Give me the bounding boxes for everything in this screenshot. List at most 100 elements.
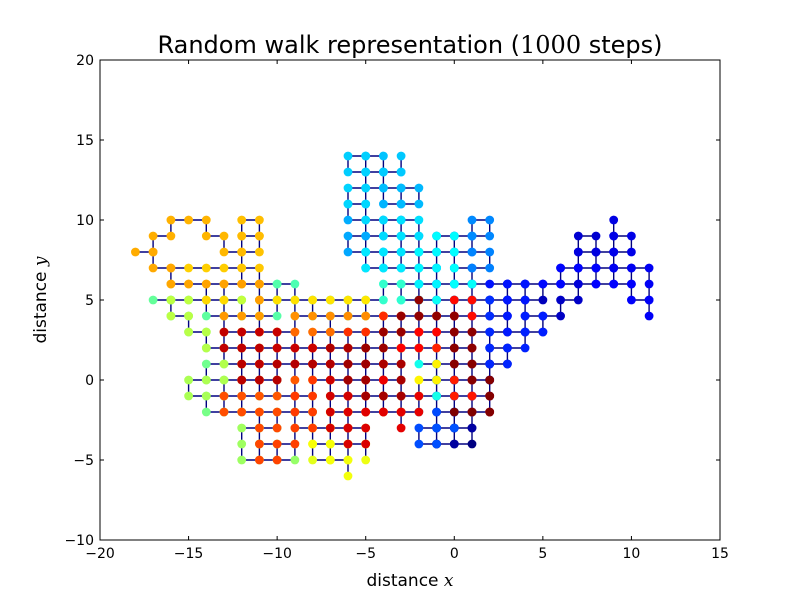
walk-point: [414, 439, 424, 449]
walk-point: [503, 359, 512, 369]
x-tick-label: −5: [355, 546, 376, 562]
walk-point: [272, 311, 282, 321]
walk-point: [379, 375, 388, 385]
walk-point: [272, 375, 282, 385]
walk-point: [432, 231, 441, 241]
walk-point: [627, 295, 636, 305]
walk-point: [219, 247, 229, 257]
walk-point: [325, 295, 335, 305]
walk-point: [219, 375, 229, 385]
walk-point: [449, 327, 459, 337]
x-tick-label: −15: [174, 546, 204, 562]
walk-point: [361, 199, 371, 209]
walk-point: [361, 167, 371, 177]
walk-point: [485, 247, 495, 257]
walk-point: [272, 391, 282, 401]
walk-point: [556, 263, 565, 273]
y-tick-label: 5: [85, 293, 94, 309]
x-axis-label-var: x: [444, 571, 454, 591]
walk-point: [396, 423, 406, 433]
walk-point: [308, 407, 317, 417]
walk-point: [396, 247, 406, 257]
walk-point: [255, 391, 264, 401]
walk-point: [467, 423, 477, 433]
walk-point: [556, 295, 565, 305]
walk-point: [237, 439, 247, 449]
walk-point: [449, 247, 459, 257]
walk-point: [272, 279, 282, 289]
walk-point: [503, 327, 512, 337]
walk-point: [272, 439, 282, 449]
walk-point: [379, 247, 388, 257]
walk-point: [432, 375, 441, 385]
walk-point: [449, 279, 459, 289]
walk-point: [255, 263, 264, 273]
walk-point: [361, 311, 371, 321]
walk-point: [644, 279, 654, 289]
walk-point: [325, 439, 335, 449]
walk-point: [184, 215, 194, 225]
walk-point: [573, 279, 583, 289]
walk-point: [166, 295, 176, 305]
walk-point: [485, 375, 495, 385]
walk-point: [644, 263, 654, 273]
walk-point: [219, 231, 229, 241]
walk-point: [343, 471, 353, 481]
walk-point: [414, 407, 424, 417]
walk-point: [520, 311, 530, 321]
walk-point: [201, 295, 211, 305]
x-tick-label: 5: [538, 546, 547, 562]
walk-point: [432, 407, 441, 417]
walk-point: [290, 311, 300, 321]
walk-point: [255, 343, 264, 353]
walk-point: [591, 231, 601, 241]
walk-point: [414, 327, 424, 337]
walk-point: [573, 295, 583, 305]
walk-point: [396, 183, 406, 193]
walk-point: [219, 263, 229, 273]
walk-point: [219, 279, 229, 289]
walk-point: [538, 279, 548, 289]
walk-point: [449, 439, 459, 449]
walk-point: [609, 263, 619, 273]
walk-point: [467, 439, 477, 449]
walk-point: [627, 231, 636, 241]
walk-point: [255, 327, 264, 337]
walk-point: [237, 215, 247, 225]
walk-point: [396, 263, 406, 273]
walk-point: [379, 215, 388, 225]
walk-point: [556, 311, 565, 321]
walk-point: [414, 311, 424, 321]
walk-point: [148, 247, 158, 257]
walk-point: [148, 295, 158, 305]
walk-point: [485, 359, 495, 369]
walk-point: [343, 167, 353, 177]
y-axis-label: distance y: [31, 256, 51, 343]
walk-point: [255, 423, 264, 433]
walk-point: [255, 247, 264, 257]
walk-point: [449, 343, 459, 353]
walk-point: [414, 391, 424, 401]
walk-point: [343, 199, 353, 209]
walk-point: [272, 343, 282, 353]
walk-point: [325, 407, 335, 417]
walk-point: [467, 295, 477, 305]
walk-point: [467, 359, 477, 369]
walk-point: [627, 263, 636, 273]
walk-point: [237, 327, 247, 337]
walk-point: [414, 343, 424, 353]
walk-point: [131, 247, 140, 257]
walk-point: [361, 359, 371, 369]
walk-point: [361, 295, 371, 305]
walk-point: [343, 455, 353, 465]
walk-point: [343, 375, 353, 385]
y-tick-label: 20: [76, 53, 94, 69]
walk-point: [520, 343, 530, 353]
x-axis: −20 −15 −10 −5 0 5 10 15: [85, 60, 729, 562]
walk-point: [644, 295, 654, 305]
walk-point: [467, 407, 477, 417]
walk-point: [396, 231, 406, 241]
walk-point: [343, 439, 353, 449]
walk-point: [609, 279, 619, 289]
